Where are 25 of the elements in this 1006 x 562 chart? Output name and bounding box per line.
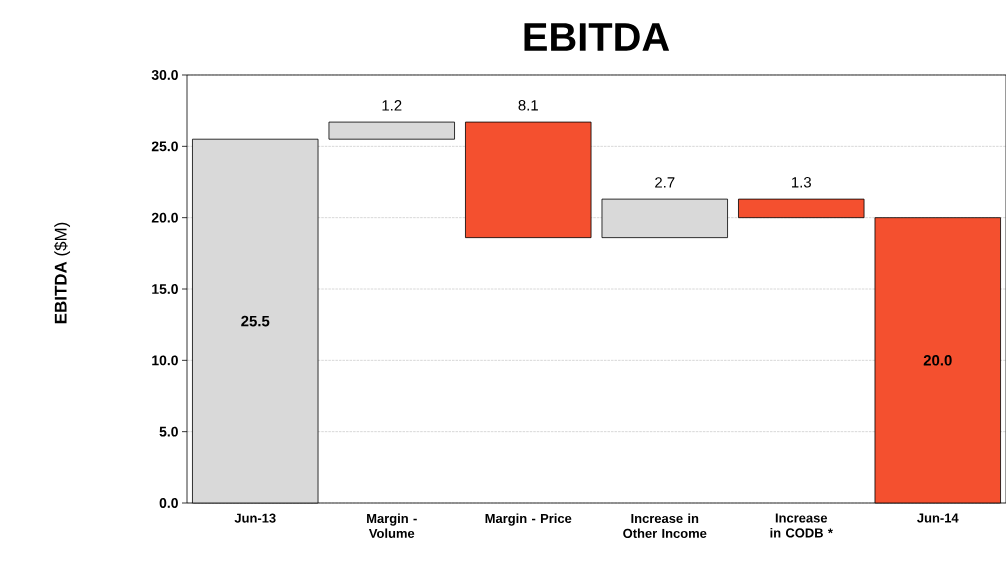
- y-tick-label: 0.0: [159, 498, 178, 508]
- y-tick-label: 5.0: [159, 426, 178, 437]
- bar: [738, 198, 865, 219]
- x-tick-label: Increase in Other Income: [623, 513, 707, 538]
- x-tick-label: Margin - Volume: [367, 513, 417, 538]
- data-label: 1.2: [382, 100, 402, 111]
- y-axis-title: EBITDA ($M): [53, 222, 71, 324]
- x-tick-label: Jun-14: [917, 513, 959, 523]
- bar: [465, 121, 592, 239]
- x-tick-label: Margin - Price: [485, 513, 572, 526]
- x-tick-label: Jun-13: [234, 513, 276, 523]
- data-label: 2.7: [655, 177, 675, 188]
- data-label: 25.5: [241, 315, 270, 327]
- y-tick-label: 20.0: [151, 212, 178, 223]
- bar: [601, 198, 728, 239]
- y-tick-label: 30.0: [151, 70, 178, 80]
- y-tick-label: 25.0: [151, 141, 178, 152]
- x-tick-label: Increase in CODB *: [770, 513, 833, 538]
- y-tick-label: 15.0: [152, 284, 178, 294]
- data-label: 1.3: [792, 177, 811, 188]
- data-label: 20.0: [923, 355, 952, 366]
- chart-title: EBITDA: [524, 23, 670, 51]
- bar: [328, 121, 455, 140]
- y-tick-label: 10.0: [152, 355, 178, 366]
- data-label: 8.1: [518, 99, 538, 111]
